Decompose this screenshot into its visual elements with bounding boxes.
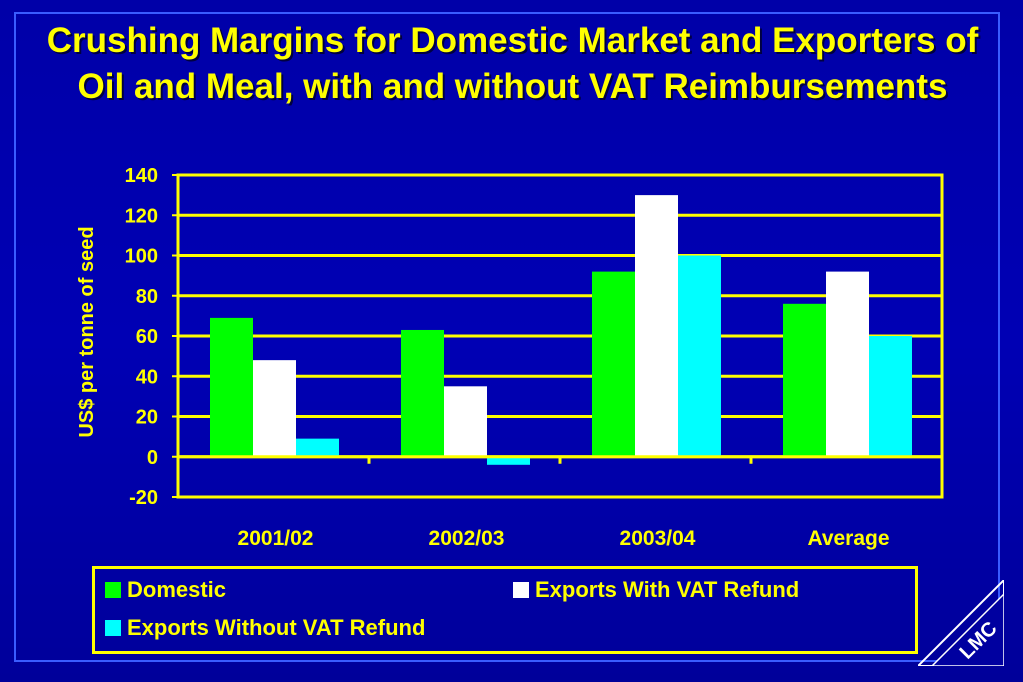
bar-exports-without-vat-refund [487, 456, 530, 465]
bar-domestic [210, 317, 253, 457]
bar-exports-with-vat-refund [444, 386, 487, 457]
y-tick-label: 140 [125, 165, 158, 187]
y-tick-label: 40 [136, 366, 158, 388]
legend-item-domestic: Domestic [105, 577, 226, 603]
y-tick-label: -20 [129, 487, 158, 509]
bar-domestic [401, 329, 444, 457]
bar-exports-without-vat-refund [678, 255, 721, 457]
bar-domestic [592, 271, 635, 457]
y-axis-label: US$ per tonne of seed [76, 226, 98, 438]
bar-exports-with-vat-refund [826, 271, 869, 457]
bar-exports-without-vat-refund [296, 438, 339, 457]
bar-exports-with-vat-refund [253, 360, 296, 457]
x-tick-label: 2002/03 [429, 527, 505, 550]
bar-exports-with-vat-refund [635, 195, 678, 457]
legend: Domestic Exports With VAT Refund Exports… [92, 566, 918, 654]
chart-title: Crushing Margins for Domestic Market and… [46, 21, 979, 106]
legend-label-exports-with-vat: Exports With VAT Refund [535, 577, 800, 602]
legend-swatch-exports-with-vat [513, 582, 529, 598]
bar-domestic [783, 303, 826, 457]
bar-exports-without-vat-refund [869, 336, 912, 457]
legend-swatch-domestic [105, 582, 121, 598]
x-tick-label: 2003/04 [620, 527, 696, 550]
legend-label-exports-without-vat: Exports Without VAT Refund [127, 615, 426, 640]
x-tick-label: Average [807, 527, 889, 550]
x-tick-label: 2001/02 [238, 527, 314, 550]
y-tick-label: 120 [125, 205, 158, 227]
legend-label-domestic: Domestic [127, 577, 227, 602]
slide-frame [14, 12, 1000, 662]
plot-area-border [176, 173, 944, 499]
legend-item-exports-without-vat: Exports Without VAT Refund [105, 615, 425, 641]
y-tick-label: 80 [136, 286, 158, 308]
y-tick-label: 60 [136, 326, 158, 348]
y-tick-label: 20 [136, 407, 158, 429]
legend-item-exports-with-vat: Exports With VAT Refund [513, 577, 799, 603]
legend-swatch-exports-without-vat [105, 620, 121, 636]
y-tick-label: 0 [147, 447, 158, 469]
lmc-logo: LMC [918, 580, 1004, 666]
y-tick-label: 100 [125, 246, 158, 268]
